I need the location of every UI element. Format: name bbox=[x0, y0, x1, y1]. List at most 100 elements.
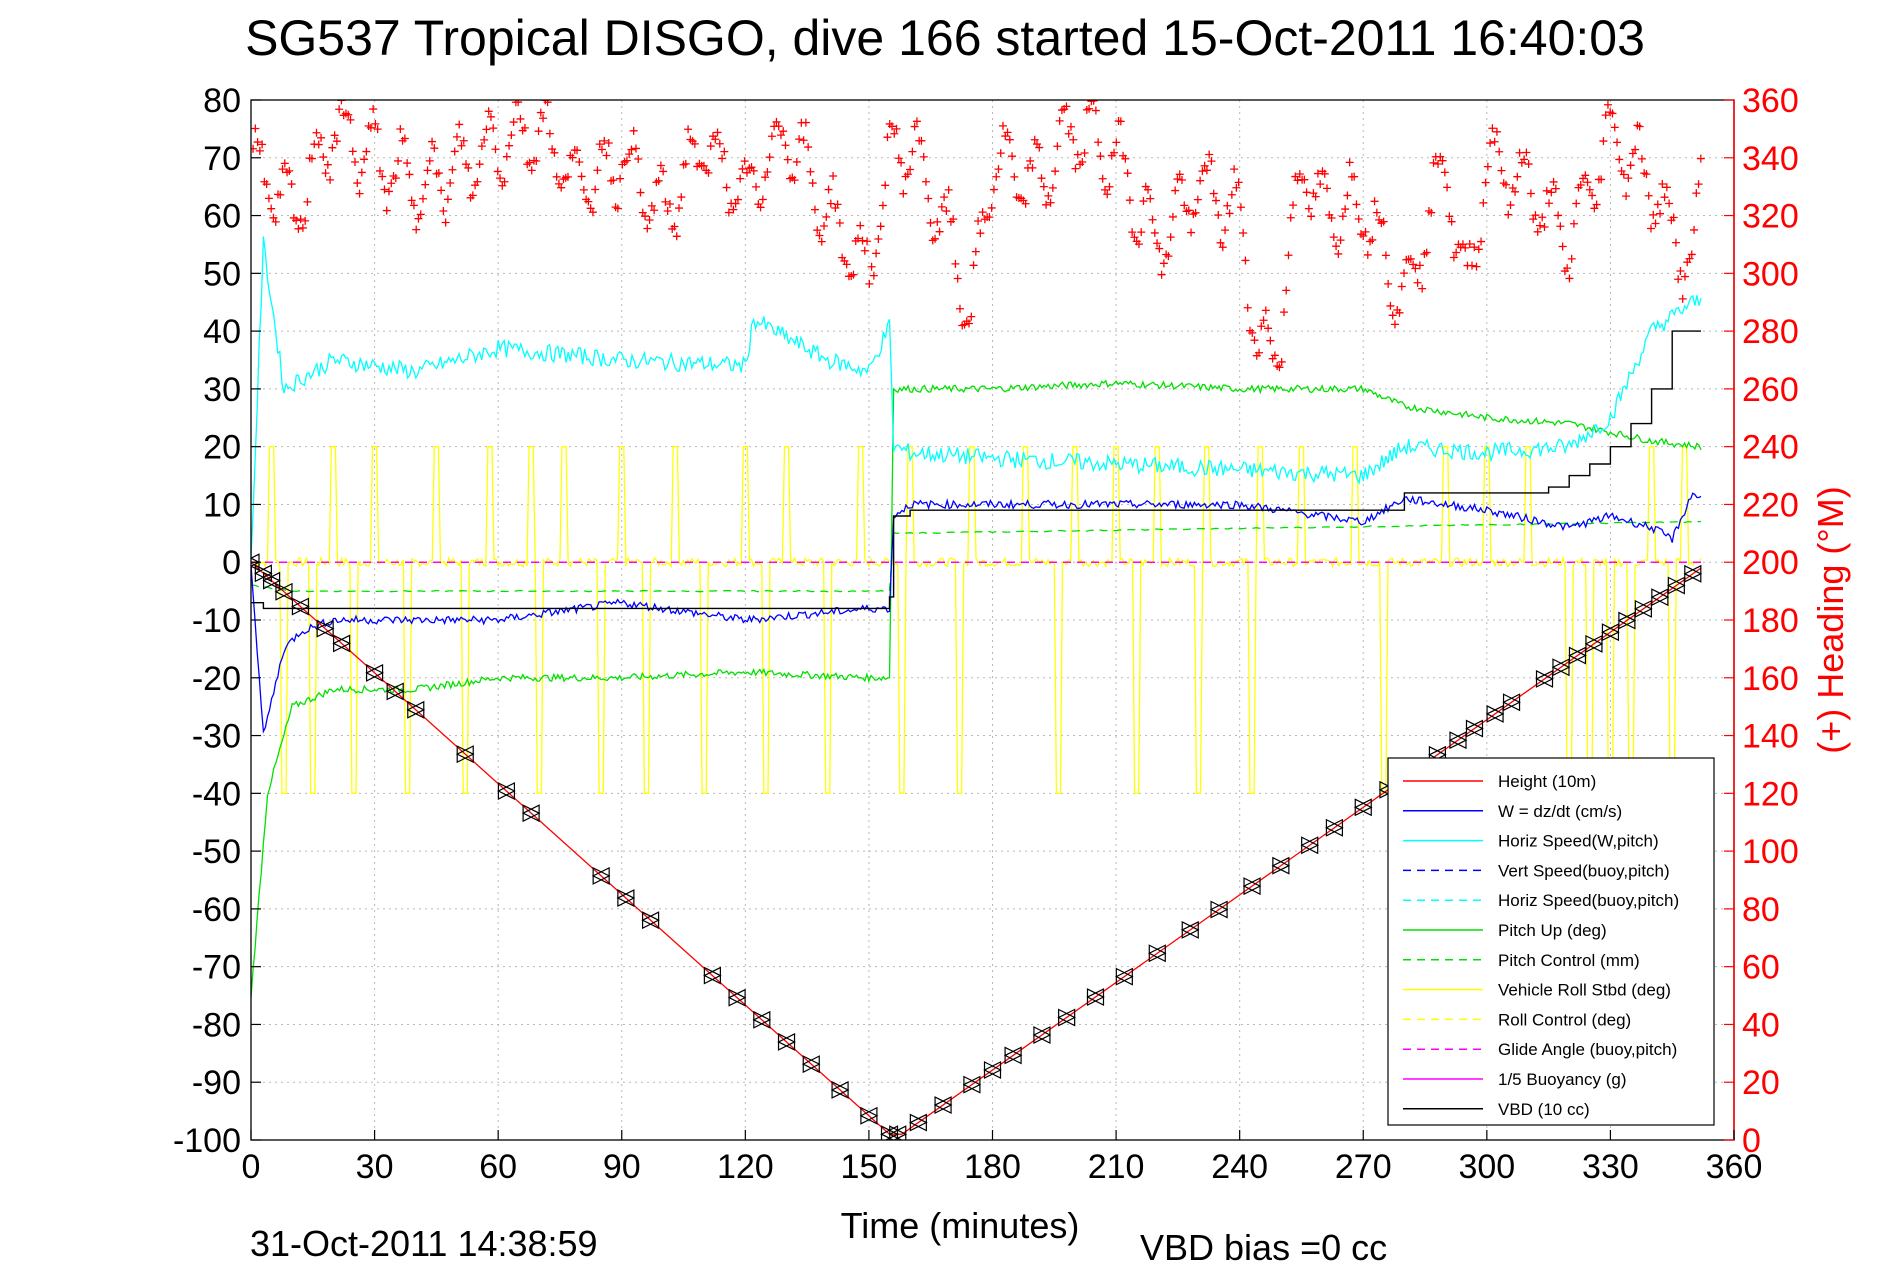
heading-point bbox=[321, 169, 330, 178]
heading-point bbox=[625, 150, 634, 159]
heading-point bbox=[1304, 204, 1313, 213]
heading-point bbox=[1053, 142, 1062, 151]
heading-point bbox=[502, 152, 511, 161]
heading-point bbox=[1064, 129, 1073, 138]
heading-point bbox=[602, 151, 611, 160]
right-tick-label: 40 bbox=[1742, 1006, 1780, 1044]
heading-point bbox=[482, 125, 491, 134]
heading-point bbox=[1449, 253, 1458, 262]
heading-point bbox=[1495, 147, 1504, 156]
heading-point bbox=[1078, 157, 1087, 166]
heading-point bbox=[1216, 238, 1225, 247]
series-vbd bbox=[251, 330, 1701, 610]
heading-point bbox=[1386, 301, 1395, 310]
depth-marker bbox=[1242, 877, 1261, 896]
depth-marker bbox=[1325, 818, 1344, 837]
right-tick-label: 300 bbox=[1742, 255, 1799, 293]
legend-label: Horiz Speed(W,pitch) bbox=[1498, 832, 1659, 851]
heading-point bbox=[1368, 235, 1377, 244]
heading-point bbox=[285, 166, 294, 175]
heading-point bbox=[718, 154, 727, 163]
heading-point bbox=[1275, 363, 1284, 372]
series-pitch-control bbox=[251, 520, 1702, 593]
heading-point bbox=[294, 224, 303, 233]
heading-point bbox=[752, 182, 761, 191]
heading-point bbox=[459, 136, 468, 145]
heading-point bbox=[937, 202, 946, 211]
heading-point bbox=[835, 219, 844, 228]
heading-point bbox=[1646, 224, 1655, 233]
heading-point bbox=[1338, 212, 1347, 221]
heading-point bbox=[1211, 196, 1220, 205]
heading-point bbox=[1042, 200, 1051, 209]
heading-point bbox=[1232, 183, 1241, 192]
legend-box bbox=[1387, 757, 1715, 1126]
heading-point bbox=[1026, 156, 1035, 165]
heading-point bbox=[869, 271, 878, 280]
heading-point bbox=[362, 147, 371, 156]
depth-marker bbox=[332, 634, 351, 653]
y-tick-label: -80 bbox=[192, 1006, 241, 1044]
depth-marker bbox=[1180, 920, 1199, 939]
heading-point bbox=[1166, 233, 1175, 242]
heading-point bbox=[1540, 222, 1549, 231]
depth-marker bbox=[385, 682, 404, 701]
depth-marker bbox=[1003, 1046, 1022, 1065]
heading-point bbox=[865, 279, 874, 288]
heading-point bbox=[1690, 225, 1699, 234]
y-tick-label: 10 bbox=[203, 486, 241, 524]
heading-point bbox=[575, 157, 584, 166]
heading-point bbox=[1243, 303, 1252, 312]
depth-marker bbox=[1300, 836, 1319, 855]
depth-marker bbox=[521, 804, 540, 823]
legend: Height (10m) W = dz/dt (cm/s) Horiz Speed(… bbox=[1387, 757, 1715, 1126]
heading-point bbox=[1565, 274, 1574, 283]
depth-marker bbox=[801, 1055, 820, 1074]
heading-point bbox=[994, 165, 1003, 174]
heading-point bbox=[1329, 233, 1338, 242]
right-tick-label: 280 bbox=[1742, 313, 1799, 351]
heading-point bbox=[949, 215, 958, 224]
heading-point bbox=[1021, 199, 1030, 208]
depth-marker bbox=[1634, 599, 1652, 618]
heading-point bbox=[1363, 250, 1372, 259]
heading-point bbox=[1465, 240, 1474, 249]
x-tick-label: 90 bbox=[603, 1148, 641, 1186]
heading-point bbox=[1535, 221, 1544, 230]
heading-point bbox=[577, 172, 586, 181]
heading-point bbox=[1311, 192, 1320, 201]
heading-point bbox=[1128, 228, 1137, 237]
depth-marker bbox=[616, 889, 635, 908]
heading-point bbox=[1343, 191, 1352, 200]
heading-point bbox=[815, 231, 824, 240]
heading-point bbox=[1307, 212, 1316, 221]
heading-point bbox=[910, 122, 919, 131]
heading-point bbox=[1134, 240, 1143, 249]
right-tick-label: 0 bbox=[1742, 1122, 1761, 1160]
heading-point bbox=[643, 224, 652, 233]
heading-point bbox=[278, 165, 287, 174]
heading-point bbox=[1637, 154, 1646, 163]
heading-point bbox=[1071, 164, 1080, 173]
heading-point bbox=[1635, 122, 1644, 131]
depth-marker bbox=[1650, 588, 1669, 607]
heading-point bbox=[1116, 117, 1125, 126]
heading-point bbox=[296, 215, 305, 224]
right-tick-label: 220 bbox=[1742, 486, 1799, 524]
y-tick-label: -30 bbox=[192, 718, 241, 756]
legend-label: Horiz Speed(buoy,pitch) bbox=[1498, 891, 1679, 910]
heading-point bbox=[314, 140, 323, 149]
heading-point bbox=[1488, 124, 1497, 133]
heading-point bbox=[670, 222, 679, 231]
heading-point bbox=[421, 180, 430, 189]
heading-point bbox=[1395, 308, 1404, 317]
heading-point bbox=[1320, 169, 1329, 178]
heading-point bbox=[978, 208, 987, 217]
heading-point bbox=[1610, 123, 1619, 132]
heading-point bbox=[1631, 145, 1640, 154]
heading-point bbox=[1236, 203, 1245, 212]
heading-point bbox=[1644, 191, 1653, 200]
heading-point bbox=[326, 175, 335, 184]
depth-marker bbox=[1086, 988, 1105, 1007]
heading-point bbox=[951, 259, 960, 268]
